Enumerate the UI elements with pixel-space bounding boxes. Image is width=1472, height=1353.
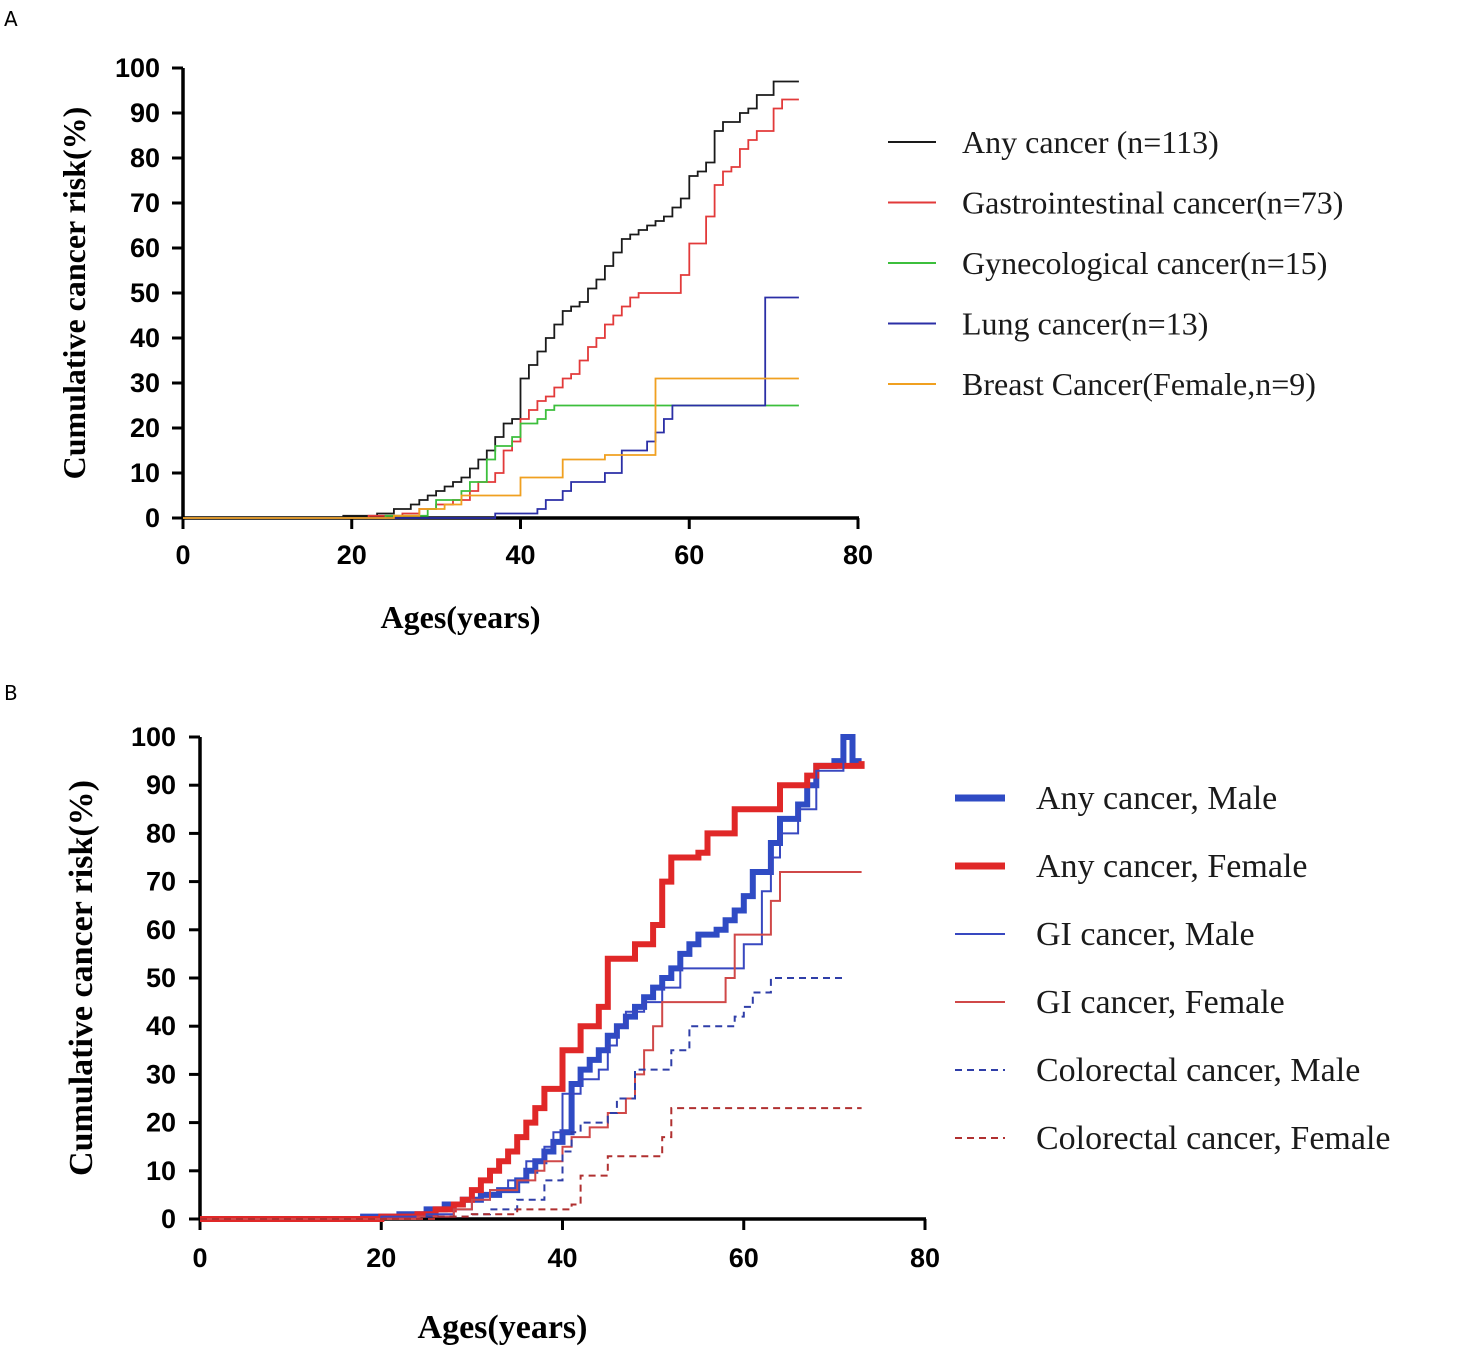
y-tick-label: 50 xyxy=(130,278,160,308)
series-line xyxy=(183,296,799,519)
y-tick-label: 10 xyxy=(146,1156,176,1186)
legend-label: Any cancer, Female xyxy=(1036,848,1307,885)
panel-letter: A xyxy=(4,7,18,31)
y-tick-label: 90 xyxy=(146,770,176,800)
x-axis-title: Ages(years) xyxy=(418,1309,588,1346)
y-tick-label: 70 xyxy=(146,867,176,897)
y-tick-label: 100 xyxy=(131,722,176,752)
series-line xyxy=(183,80,799,519)
series-line xyxy=(200,977,844,1220)
x-tick-label: 20 xyxy=(366,1243,396,1273)
y-tick-label: 70 xyxy=(130,188,160,218)
x-axis-title: Ages(years) xyxy=(381,599,541,635)
legend: Any cancer (n=113) Gastrointestinal cance… xyxy=(888,124,1343,402)
legend-label: GI cancer, Male xyxy=(1036,916,1255,953)
series-line xyxy=(183,404,799,519)
y-tick-label: 40 xyxy=(146,1011,176,1041)
legend-label: Colorectal cancer, Female xyxy=(1036,1120,1391,1157)
axes: 0 20 40 60 80 0 10 20 30 40 50 60 70 80 90 100 xyxy=(115,53,873,570)
series-line xyxy=(200,1107,862,1220)
y-axis-title: Cumulative cancer risk(%) xyxy=(56,107,92,480)
y-tick-label: 20 xyxy=(146,1108,176,1138)
series-line xyxy=(200,871,862,1220)
panel-a: A 0 20 40 60 80 0 10 20 30 40 50 60 70 80 90 100 Ages(ye… xyxy=(4,7,1343,635)
plot-area xyxy=(183,80,799,519)
y-tick-label: 80 xyxy=(130,143,160,173)
x-tick-label: 0 xyxy=(175,540,190,570)
panel-letter: B xyxy=(4,681,18,705)
y-tick-label: 90 xyxy=(130,98,160,128)
y-tick-label: 10 xyxy=(130,458,160,488)
x-tick-label: 0 xyxy=(192,1243,207,1273)
legend-label: Gastrointestinal cancer(n=73) xyxy=(962,185,1343,221)
y-tick-label: 20 xyxy=(130,413,160,443)
legend-label: Gynecological cancer(n=15) xyxy=(962,245,1327,281)
y-tick-label: 100 xyxy=(115,53,160,83)
y-axis-title: Cumulative cancer risk(%) xyxy=(63,780,100,1176)
x-tick-label: 80 xyxy=(843,540,873,570)
series-line xyxy=(200,761,865,1222)
y-tick-label: 50 xyxy=(146,963,176,993)
x-tick-label: 40 xyxy=(547,1243,577,1273)
series-line xyxy=(183,377,799,519)
series-line xyxy=(183,98,799,519)
panel-b: B 0 20 40 60 80 0 10 20 30 40 50 60 70 80 90 100 Ages(ye… xyxy=(4,681,1391,1346)
legend-label: Any cancer, Male xyxy=(1036,780,1277,817)
legend-label: Any cancer (n=113) xyxy=(962,124,1219,160)
y-tick-label: 0 xyxy=(161,1204,176,1234)
x-tick-label: 80 xyxy=(910,1243,940,1273)
x-tick-label: 20 xyxy=(337,540,367,570)
y-tick-label: 30 xyxy=(146,1059,176,1089)
series-line xyxy=(200,756,845,1220)
x-tick-label: 60 xyxy=(674,540,704,570)
y-tick-label: 0 xyxy=(145,503,160,533)
y-tick-label: 60 xyxy=(146,915,176,945)
legend: Any cancer, Male Any cancer, Female GI can… xyxy=(955,780,1391,1157)
y-tick-label: 60 xyxy=(130,233,160,263)
x-tick-label: 40 xyxy=(505,540,535,570)
legend-label: Colorectal cancer, Male xyxy=(1036,1052,1360,1089)
legend-label: GI cancer, Female xyxy=(1036,984,1285,1021)
y-tick-label: 40 xyxy=(130,323,160,353)
legend-label: Breast Cancer(Female,n=9) xyxy=(962,366,1316,402)
axes: 0 20 40 60 80 0 10 20 30 40 50 60 70 80 90 100 xyxy=(131,722,940,1273)
y-tick-label: 80 xyxy=(146,818,176,848)
plot-area xyxy=(200,734,865,1222)
legend-label: Lung cancer(n=13) xyxy=(962,306,1208,342)
y-tick-label: 30 xyxy=(130,368,160,398)
x-tick-label: 60 xyxy=(729,1243,759,1273)
